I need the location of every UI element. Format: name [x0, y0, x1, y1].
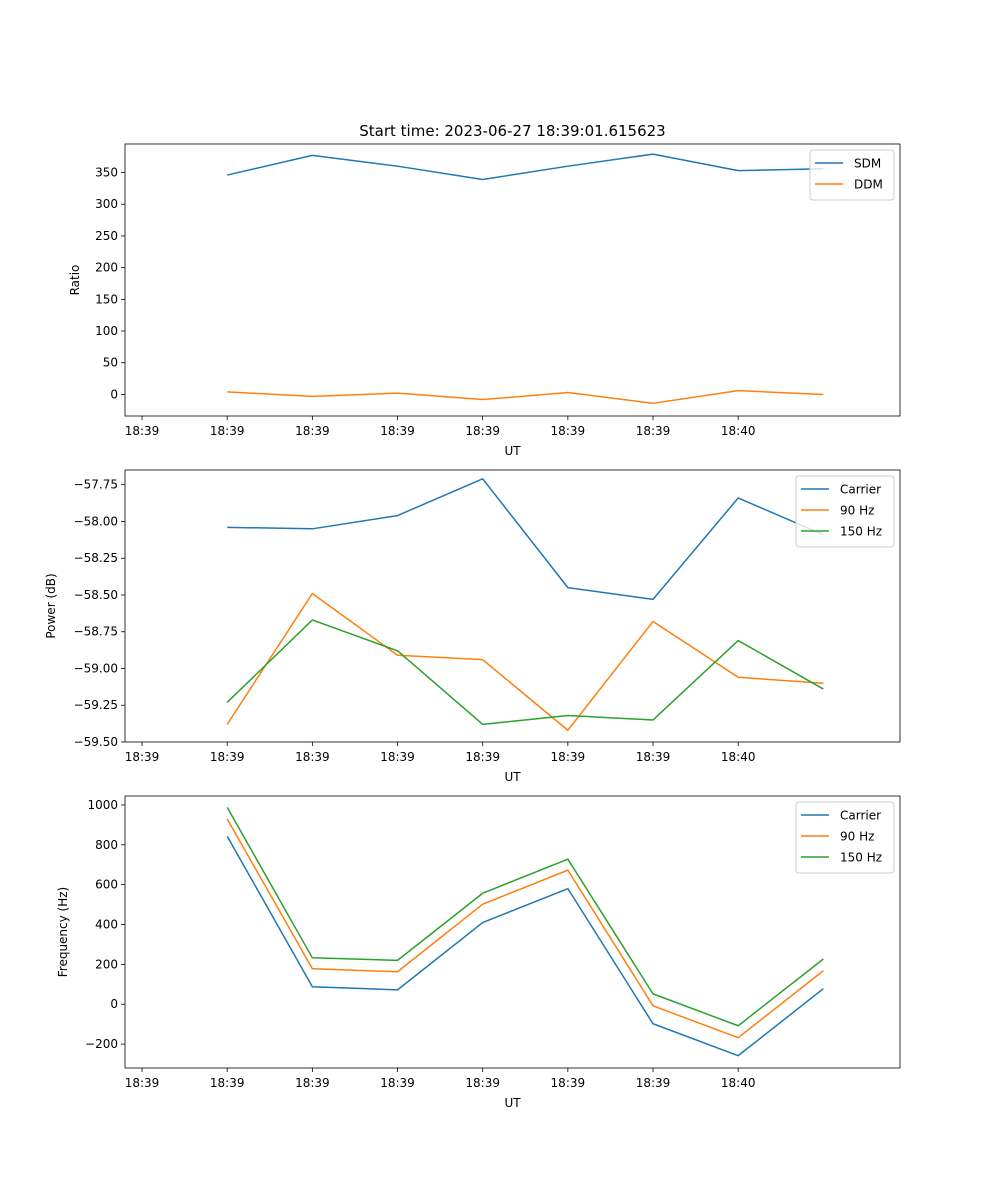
series-line-carrier	[226, 835, 824, 1057]
legend-label: 150 Hz	[840, 525, 882, 539]
series-line-90-hz	[226, 818, 824, 1039]
y-tick-label: 0	[110, 387, 118, 401]
axes-frame	[124, 143, 901, 417]
chart-panel-3: 18:39 18:39 18:39 18:39 18:39 18:39 18:39 18:40…	[56, 795, 901, 1110]
series-line-150-hz	[226, 619, 824, 726]
legend-frame	[795, 801, 895, 874]
y-tick-label: −58.75	[74, 625, 118, 639]
x-tick-label: 18:39	[636, 424, 671, 438]
y-tick-label: −58.50	[74, 588, 118, 602]
y-tick-label: 50	[103, 356, 118, 370]
x-tick-label: 18:39	[295, 750, 330, 764]
y-axis-label: Frequency (Hz)	[56, 887, 70, 978]
legend-label: DDM	[854, 178, 883, 192]
y-tick-label: −59.00	[74, 661, 118, 675]
series-line-carrier	[227, 478, 824, 601]
x-axis-label: UT	[504, 1096, 521, 1110]
x-tick-label: 18:39	[295, 1076, 330, 1090]
y-tick-label: −200	[85, 1037, 118, 1051]
x-tick-label: 18:40	[721, 1076, 756, 1090]
axes-frame	[124, 469, 901, 743]
y-axis-label: Power (dB)	[44, 573, 58, 638]
chart-panel-2: 18:39 18:39 18:39 18:39 18:39 18:39 18:39 18:40…	[44, 469, 901, 784]
series-line-150-hz	[226, 806, 824, 1027]
y-tick-label: 1000	[87, 798, 118, 812]
legend-label: 90 Hz	[840, 504, 874, 518]
x-tick-label: 18:40	[721, 750, 756, 764]
x-tick-label: 18:39	[380, 750, 415, 764]
series-line-ddm	[227, 389, 824, 405]
x-tick-label: 18:39	[636, 1076, 671, 1090]
legend-label: 150 Hz	[840, 851, 882, 865]
x-tick-label: 18:39	[210, 750, 245, 764]
figure-title: Start time: 2023-06-27 18:39:01.615623	[359, 122, 665, 140]
y-tick-label: 400	[95, 918, 118, 932]
x-tick-label: 18:39	[125, 424, 160, 438]
y-tick-label: −58.00	[74, 514, 118, 528]
x-tick-label: 18:39	[380, 424, 415, 438]
y-tick-label: 150	[95, 292, 118, 306]
y-tick-label: 800	[95, 838, 118, 852]
y-tick-label: 200	[95, 261, 118, 275]
y-tick-label: 250	[95, 229, 118, 243]
y-axis-label: Ratio	[68, 265, 82, 296]
x-axis-label: UT	[504, 770, 521, 784]
y-tick-label: −58.25	[74, 551, 118, 565]
x-tick-label: 18:39	[551, 424, 586, 438]
x-tick-label: 18:39	[465, 1076, 500, 1090]
axes-frame	[124, 795, 901, 1069]
x-tick-label: 18:39	[125, 750, 160, 764]
legend-label: 90 Hz	[840, 830, 874, 844]
x-tick-label: 18:39	[210, 424, 245, 438]
y-tick-label: 350	[95, 166, 118, 180]
x-tick-label: 18:39	[465, 750, 500, 764]
y-tick-label: −57.75	[74, 478, 118, 492]
legend-label: SDM	[854, 157, 881, 171]
x-tick-label: 18:39	[125, 1076, 160, 1090]
series-line-90-hz	[226, 592, 824, 731]
y-tick-label: 200	[95, 957, 118, 971]
y-tick-label: −59.25	[74, 698, 118, 712]
x-tick-label: 18:39	[551, 750, 586, 764]
legend: SDM DDM	[809, 149, 895, 201]
legend-frame	[809, 149, 895, 201]
legend-frame	[795, 475, 895, 548]
x-tick-label: 18:39	[210, 1076, 245, 1090]
legend: Carrier 90 Hz 150 Hz	[795, 801, 895, 874]
x-tick-label: 18:40	[721, 424, 756, 438]
y-tick-label: 600	[95, 878, 118, 892]
series-line-sdm	[227, 153, 824, 181]
x-tick-label: 18:39	[636, 750, 671, 764]
y-tick-label: 300	[95, 197, 118, 211]
legend-label: Carrier	[840, 483, 881, 497]
y-tick-label: 100	[95, 324, 118, 338]
x-axis-label: UT	[504, 444, 521, 458]
x-tick-label: 18:39	[380, 1076, 415, 1090]
chart-panel-1: 18:39 18:39 18:39 18:39 18:39 18:39 18:39 18:40…	[68, 143, 901, 458]
y-tick-label: −59.50	[74, 735, 118, 749]
x-tick-label: 18:39	[551, 1076, 586, 1090]
x-tick-label: 18:39	[295, 424, 330, 438]
y-tick-label: 0	[110, 997, 118, 1011]
x-tick-label: 18:39	[465, 424, 500, 438]
legend: Carrier 90 Hz 150 Hz	[795, 475, 895, 548]
legend-label: Carrier	[840, 809, 881, 823]
